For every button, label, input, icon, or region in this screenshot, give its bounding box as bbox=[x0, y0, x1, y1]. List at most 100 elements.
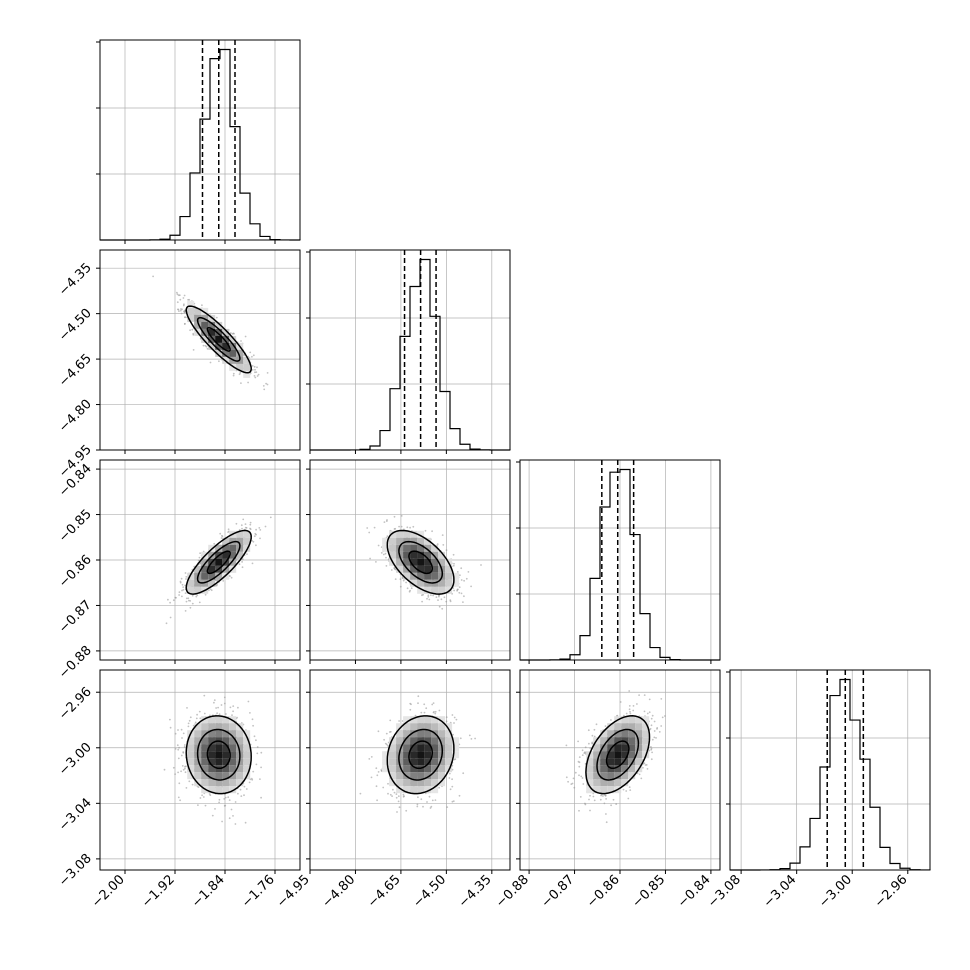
scatter-point bbox=[247, 381, 250, 384]
scatter-point bbox=[438, 595, 440, 598]
scatter-point bbox=[251, 718, 254, 721]
density-cell bbox=[403, 779, 411, 787]
scatter-point bbox=[198, 710, 201, 713]
scatter-point bbox=[249, 521, 252, 524]
scatter-point bbox=[231, 714, 233, 716]
scatter-point bbox=[387, 744, 389, 747]
scatter-point bbox=[239, 788, 242, 791]
scatter-point bbox=[245, 788, 248, 790]
scatter-point bbox=[255, 371, 258, 373]
scatter-point bbox=[237, 792, 239, 795]
scatter-point bbox=[184, 592, 187, 594]
density-cell bbox=[201, 558, 209, 566]
scatter-point bbox=[251, 369, 254, 371]
density-cell bbox=[389, 537, 397, 545]
density-cell bbox=[222, 537, 230, 545]
scatter-point bbox=[377, 730, 380, 733]
density-cells bbox=[187, 300, 251, 378]
scatter-point bbox=[183, 303, 185, 306]
scatter-point bbox=[180, 312, 183, 315]
scatter-point bbox=[184, 572, 187, 574]
scatter-point bbox=[181, 583, 184, 586]
scatter-point bbox=[223, 696, 226, 699]
density-cell bbox=[243, 363, 251, 371]
scatter-point bbox=[185, 765, 187, 768]
scatter-point bbox=[402, 579, 405, 582]
scatter-point bbox=[181, 589, 183, 592]
scatter-point bbox=[204, 344, 207, 347]
scatter-point bbox=[183, 323, 186, 325]
scatter-point bbox=[409, 526, 411, 529]
density-cell bbox=[229, 558, 237, 566]
scatter-point bbox=[252, 770, 255, 773]
scatter-point bbox=[204, 593, 207, 596]
scatter-point bbox=[233, 332, 235, 335]
scatter-point bbox=[254, 532, 257, 535]
density-cell bbox=[194, 307, 202, 315]
scatter-point bbox=[182, 297, 185, 299]
density-cell bbox=[201, 328, 209, 336]
y-tick-label: −0.86 bbox=[56, 552, 95, 591]
scatter-point bbox=[232, 372, 235, 375]
scatter-point bbox=[474, 737, 476, 740]
scatter-point bbox=[209, 794, 212, 797]
scatter-point bbox=[174, 732, 177, 735]
scatter-point bbox=[177, 771, 180, 774]
density-cell bbox=[208, 565, 216, 573]
scatter-point bbox=[400, 515, 403, 517]
density-cell bbox=[215, 558, 223, 566]
panel-2-1 bbox=[306, 459, 511, 664]
density-cell bbox=[229, 335, 237, 343]
scatter-point bbox=[263, 388, 266, 391]
scatter-point bbox=[405, 581, 407, 584]
density-cell bbox=[389, 544, 397, 552]
density-cell bbox=[215, 786, 223, 794]
scatter-point bbox=[178, 294, 181, 297]
scatter-point bbox=[465, 577, 468, 580]
scatter-point bbox=[255, 544, 257, 547]
density-cell bbox=[215, 544, 223, 552]
scatter-point bbox=[199, 563, 202, 565]
density-cell bbox=[187, 300, 195, 308]
density-cell bbox=[201, 565, 209, 573]
density-cell bbox=[194, 321, 202, 329]
scatter-point bbox=[260, 751, 263, 754]
density-cell bbox=[229, 363, 237, 371]
scatter-point bbox=[184, 767, 186, 770]
scatter-point bbox=[172, 766, 175, 769]
density-cell bbox=[215, 730, 223, 738]
scatter-point bbox=[183, 310, 185, 313]
scatter-point bbox=[235, 522, 238, 525]
scatter-point bbox=[232, 705, 235, 707]
scatter-point bbox=[191, 783, 194, 786]
scatter-point bbox=[266, 372, 269, 374]
scatter-point bbox=[229, 575, 231, 577]
scatter-point bbox=[434, 799, 437, 801]
scatter-point bbox=[385, 520, 388, 522]
scatter-point bbox=[259, 537, 261, 540]
scatter-point bbox=[185, 600, 188, 603]
scatter-point bbox=[221, 534, 223, 537]
scatter-point bbox=[252, 724, 255, 727]
scatter-point bbox=[187, 725, 190, 728]
scatter-point bbox=[463, 595, 465, 598]
scatter-point bbox=[410, 703, 412, 706]
scatter-point bbox=[217, 706, 220, 709]
scatter-point bbox=[203, 694, 206, 697]
scatter-point bbox=[377, 544, 380, 547]
scatter-point bbox=[416, 803, 419, 806]
scatter-point bbox=[169, 718, 171, 721]
scatter-point bbox=[246, 553, 248, 555]
scatter-point bbox=[453, 716, 456, 719]
scatter-point bbox=[240, 340, 242, 342]
y-tick-label: −4.50 bbox=[56, 306, 95, 345]
scatter-point bbox=[243, 354, 246, 357]
scatter-point bbox=[453, 722, 455, 724]
scatter-point bbox=[457, 588, 459, 591]
density-cell bbox=[424, 779, 432, 787]
scatter-point bbox=[436, 543, 439, 545]
density-cell bbox=[417, 730, 425, 738]
scatter-point bbox=[449, 788, 452, 791]
scatter-point bbox=[459, 574, 461, 577]
